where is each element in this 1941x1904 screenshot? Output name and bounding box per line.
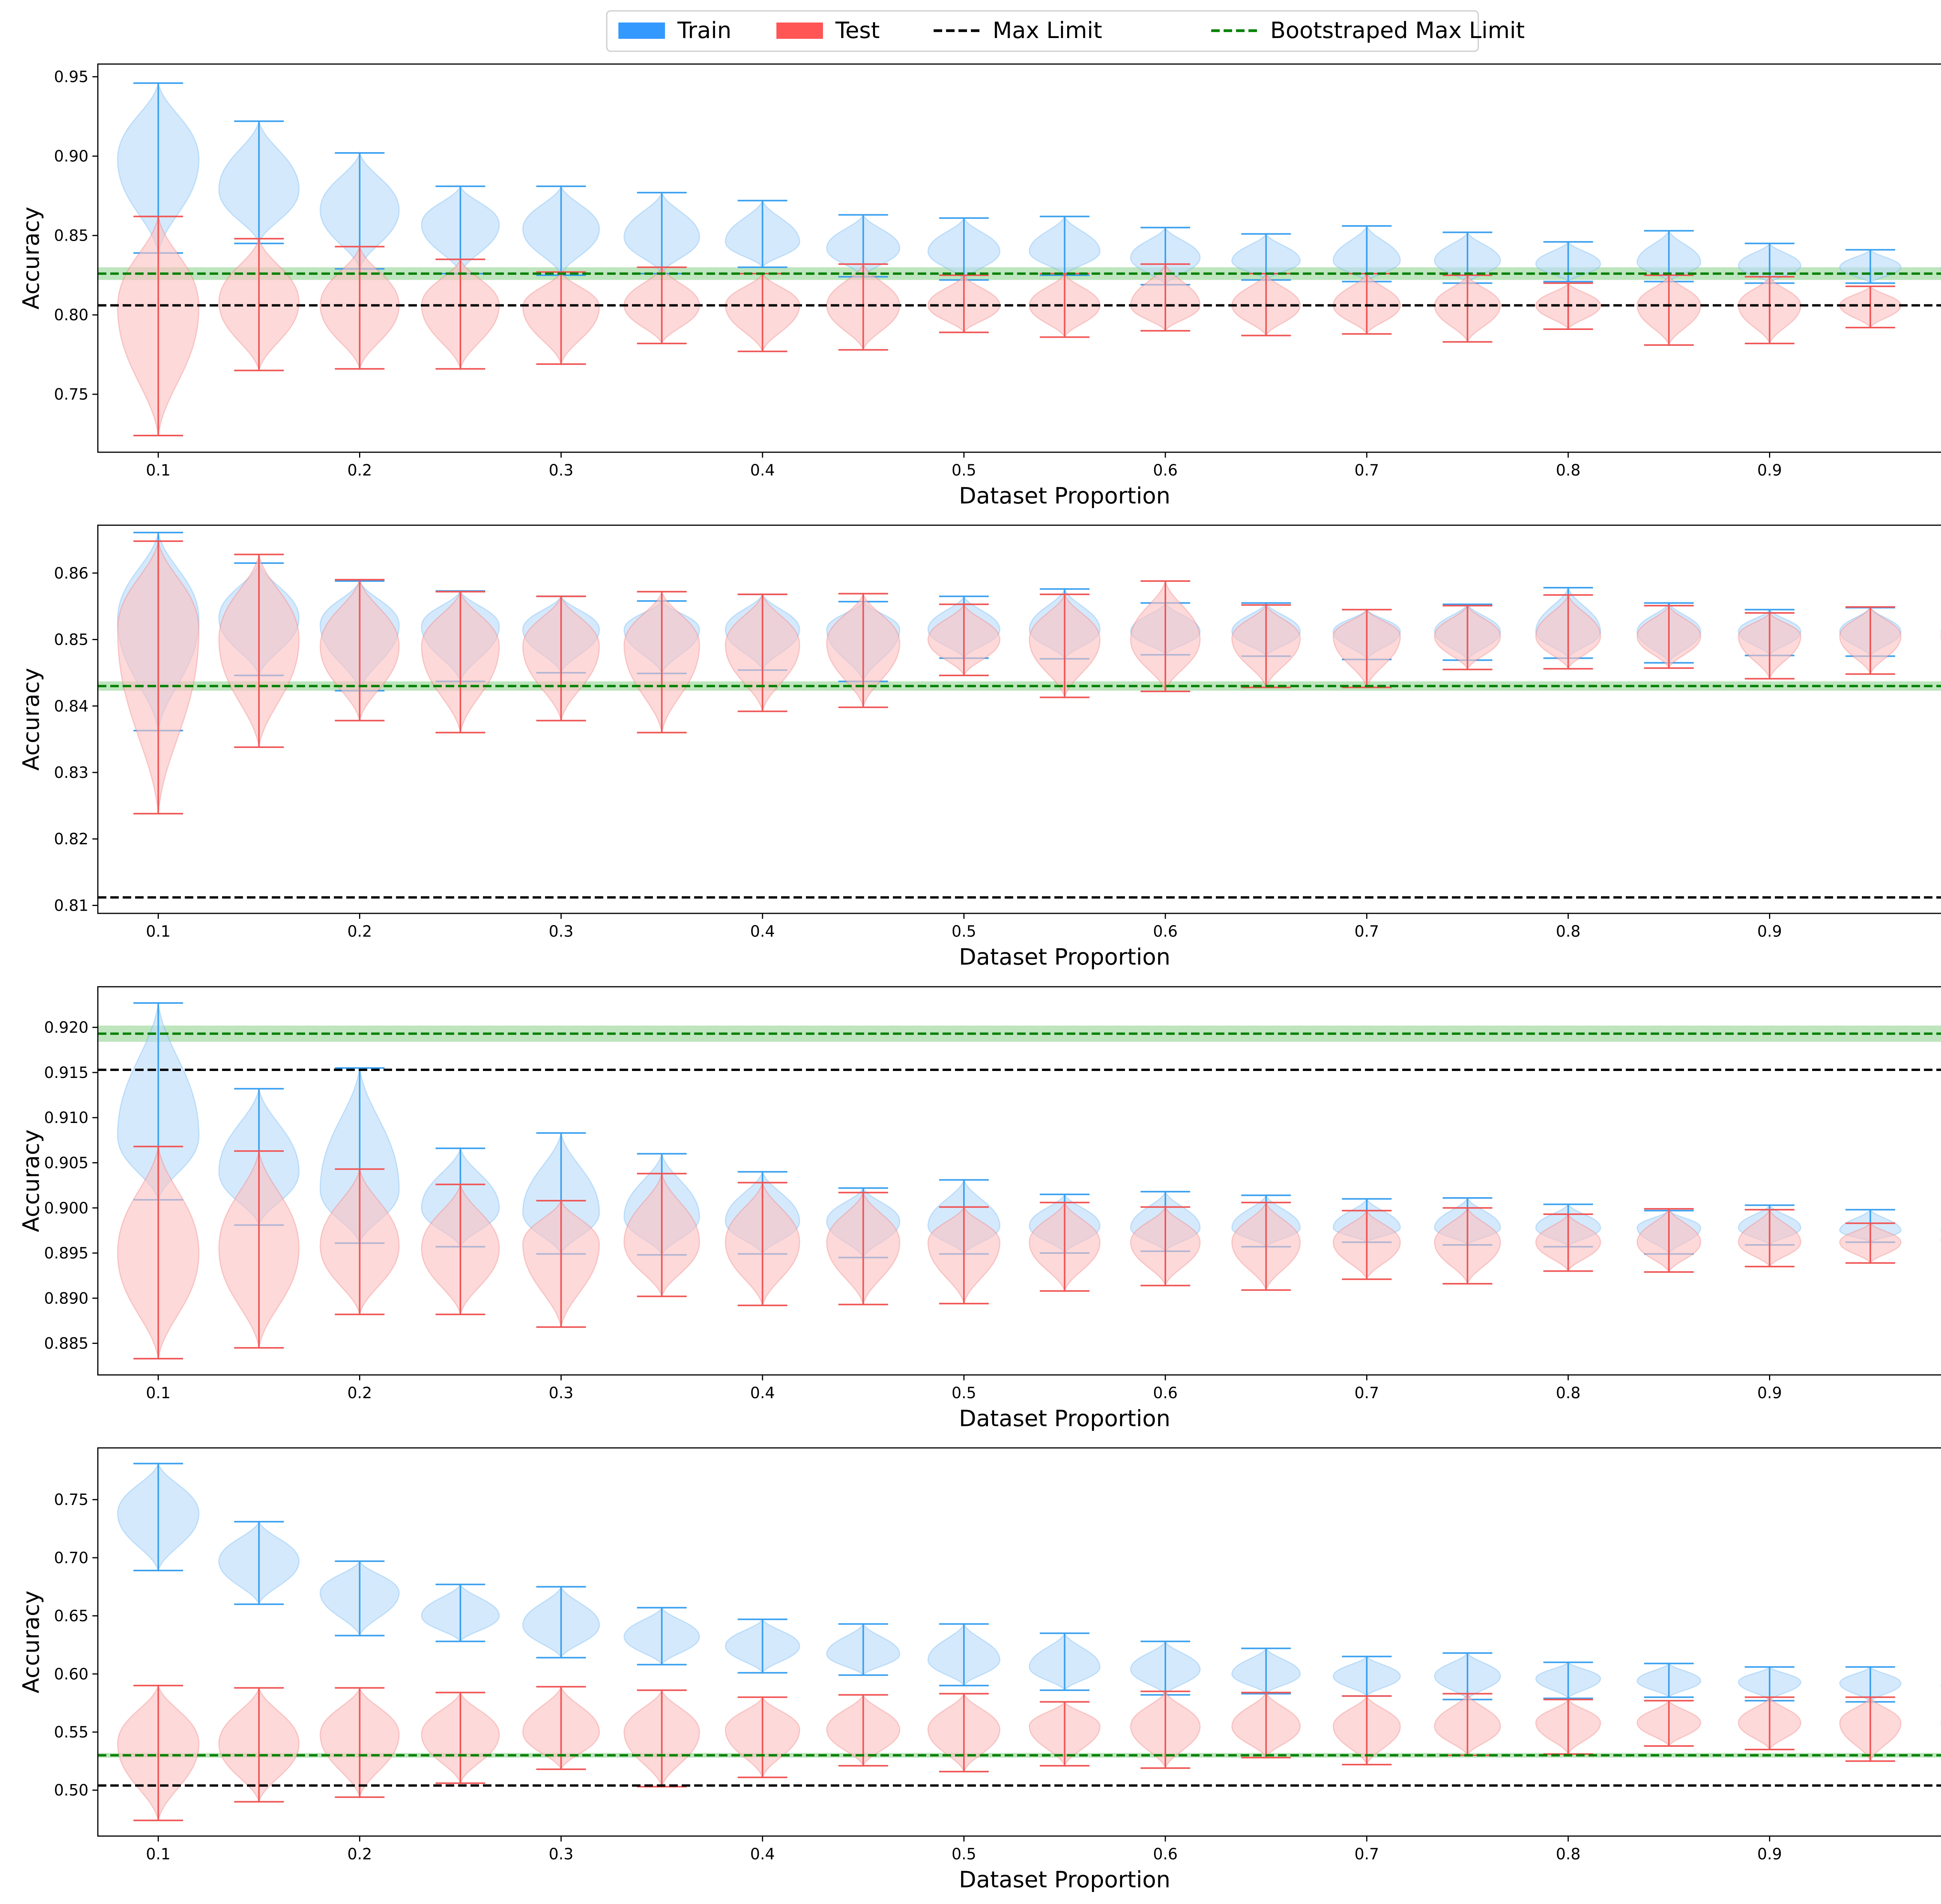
x-tick-label: 0.1 [146,923,171,941]
y-axis-title: Accuracy [18,668,44,771]
legend: Train Test Max Limit Bootstraped Max Limit [606,10,1525,52]
x-tick-label: 0.7 [1354,1845,1379,1863]
x-tick-label: 0.2 [347,462,372,479]
legend-label: Bootstraped Max Limit [1270,17,1525,43]
y-tick-label: 0.920 [44,1019,89,1037]
x-tick-label: 0.6 [1153,1845,1178,1863]
y-tick-label: 0.910 [44,1109,89,1127]
x-tick-label: 0.5 [951,923,976,941]
x-tick-label: 0.3 [549,1384,574,1402]
y-tick-label: 0.80 [54,306,89,324]
y-tick-label: 0.60 [54,1665,89,1683]
x-tick-label: 0.5 [951,462,976,479]
y-tick-label: 0.905 [44,1154,89,1172]
y-tick-label: 0.83 [54,764,89,782]
y-tick-label: 0.915 [44,1064,89,1082]
x-tick-label: 0.1 [146,1845,171,1863]
x-tick-label: 0.1 [146,462,171,479]
x-axis-title: Dataset Proportion [959,483,1170,509]
y-tick-label: 0.82 [54,830,89,848]
y-tick-label: 0.85 [54,227,89,245]
y-tick-label: 0.85 [54,631,89,649]
x-tick-label: 0.9 [1757,1845,1782,1863]
x-tick-label: 0.3 [549,923,574,941]
y-tick-label: 0.890 [44,1290,89,1307]
y-tick-label: 0.75 [54,1491,89,1509]
x-tick-label: 0.4 [750,1845,775,1863]
plot-area [98,64,1941,452]
x-tick-label: 0.5 [951,1845,976,1863]
x-tick-label: 0.3 [549,462,574,479]
y-tick-label: 0.70 [54,1549,89,1567]
x-tick-label: 0.3 [549,1845,574,1863]
x-tick-label: 0.8 [1556,462,1581,479]
plot-area [98,1448,1941,1836]
legend-swatch-train [618,23,665,39]
y-axis-title: Accuracy [18,1591,44,1694]
legend-swatch-test [776,23,823,39]
legend-frame [606,10,1479,52]
axes-frame [97,986,1941,1376]
y-tick-label: 0.895 [44,1244,89,1262]
y-tick-label: 0.75 [54,386,89,404]
x-tick-label: 0.7 [1354,923,1379,941]
x-tick-label: 0.9 [1757,923,1782,941]
y-tick-label: 0.900 [44,1199,89,1217]
x-axis-title: Dataset Proportion [959,1866,1170,1893]
x-tick-label: 0.2 [347,1384,372,1402]
y-tick-label: 0.84 [54,698,89,715]
x-tick-label: 0.9 [1757,1384,1782,1402]
axes-frame [97,1447,1941,1837]
x-tick-label: 0.9 [1757,462,1782,479]
legend-label: Max Limit [993,17,1102,43]
x-tick-label: 0.4 [750,462,775,479]
panel-bank-marketing: 0.10.20.30.40.50.60.70.80.91.00.8850.890… [18,986,1941,1432]
y-tick-label: 0.50 [54,1782,89,1800]
x-tick-label: 0.1 [146,1384,171,1402]
y-tick-label: 0.81 [54,897,89,915]
y-tick-label: 0.55 [54,1723,89,1741]
y-tick-label: 0.885 [44,1335,89,1353]
panel-abalon: 0.10.20.30.40.50.60.70.80.91.00.750.800.… [18,63,1941,509]
axes-frame [97,524,1941,914]
axes-frame [97,63,1941,453]
x-tick-label: 0.8 [1556,923,1581,941]
plot-area [98,987,1941,1375]
x-tick-label: 0.4 [750,1384,775,1402]
x-axis-title: Dataset Proportion [959,944,1170,970]
x-tick-label: 0.8 [1556,1845,1581,1863]
x-tick-label: 0.6 [1153,462,1178,479]
x-tick-label: 0.6 [1153,1384,1178,1402]
legend-label: Test [835,17,880,43]
x-tick-label: 0.8 [1556,1384,1581,1402]
y-axis-title: Accuracy [18,207,44,310]
x-tick-label: 0.2 [347,1845,372,1863]
legend-label: Train [677,17,731,43]
panel-adult: 0.10.20.30.40.50.60.70.80.91.00.810.820.… [18,524,1941,970]
x-tick-label: 0.2 [347,923,372,941]
y-tick-label: 0.90 [54,148,89,165]
panel-wine-quality: 0.10.20.30.40.50.60.70.80.91.00.500.550.… [18,1447,1941,1893]
x-tick-label: 0.7 [1354,462,1379,479]
panels: 0.10.20.30.40.50.60.70.80.91.00.750.800.… [18,63,1941,1893]
x-tick-label: 0.4 [750,923,775,941]
y-axis-title: Accuracy [18,1130,44,1232]
plot-area [98,525,1941,913]
y-tick-label: 0.95 [54,68,89,86]
x-axis-title: Dataset Proportion [959,1405,1170,1432]
y-tick-label: 0.65 [54,1607,89,1625]
y-tick-label: 0.86 [54,564,89,582]
x-tick-label: 0.6 [1153,923,1178,941]
x-tick-label: 0.5 [951,1384,976,1402]
x-tick-label: 0.7 [1354,1384,1379,1402]
